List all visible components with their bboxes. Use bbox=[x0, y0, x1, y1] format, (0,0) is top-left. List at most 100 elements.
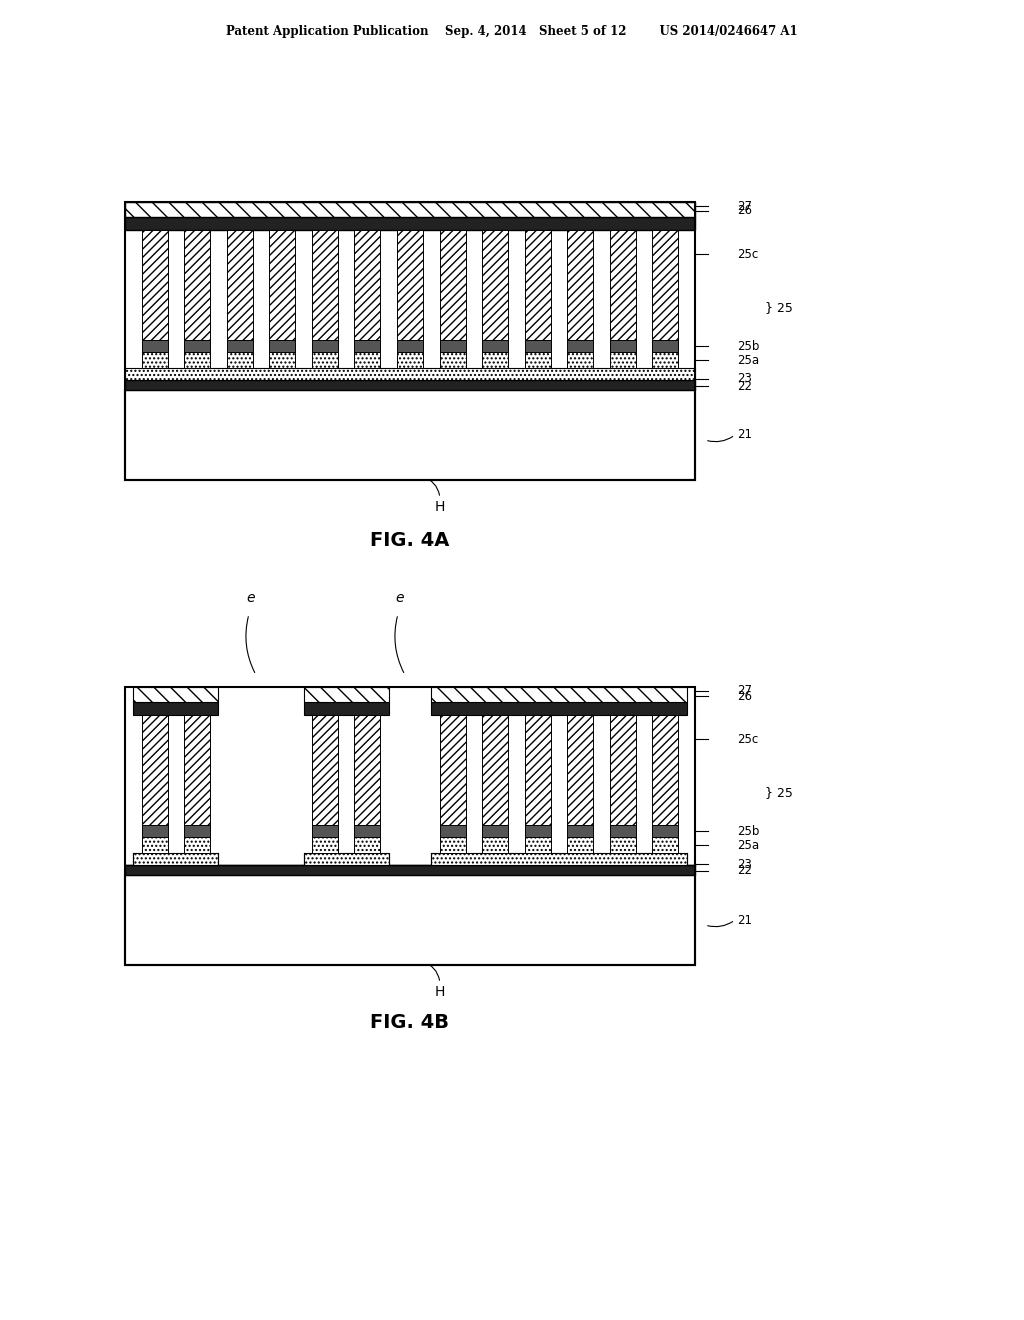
Text: 23: 23 bbox=[737, 858, 752, 870]
Bar bbox=[397, 230, 423, 341]
Bar bbox=[226, 230, 253, 341]
Bar bbox=[269, 230, 295, 341]
Bar bbox=[524, 825, 551, 837]
Text: 25c: 25c bbox=[737, 248, 758, 261]
Bar bbox=[312, 837, 338, 853]
Text: 25a: 25a bbox=[737, 354, 759, 367]
Bar bbox=[354, 230, 381, 341]
Bar bbox=[610, 825, 636, 837]
Bar bbox=[482, 352, 508, 368]
FancyArrowPatch shape bbox=[708, 437, 733, 442]
Bar bbox=[397, 341, 423, 352]
Bar bbox=[567, 230, 593, 341]
Bar bbox=[439, 341, 466, 352]
Text: FIG. 4B: FIG. 4B bbox=[371, 1014, 450, 1032]
Text: FIG. 4A: FIG. 4A bbox=[371, 531, 450, 549]
Bar bbox=[610, 341, 636, 352]
Bar bbox=[133, 853, 218, 865]
Bar bbox=[312, 352, 338, 368]
Bar bbox=[133, 702, 218, 715]
Bar bbox=[439, 715, 466, 825]
Bar bbox=[354, 352, 381, 368]
Bar bbox=[125, 865, 695, 875]
Bar bbox=[482, 230, 508, 341]
Bar bbox=[652, 825, 679, 837]
Bar bbox=[652, 352, 679, 368]
Bar bbox=[567, 341, 593, 352]
Text: e: e bbox=[395, 591, 404, 605]
Bar bbox=[141, 825, 168, 837]
Bar bbox=[524, 837, 551, 853]
Bar bbox=[652, 715, 679, 825]
Text: 21: 21 bbox=[737, 913, 752, 927]
FancyArrowPatch shape bbox=[708, 921, 733, 927]
Bar bbox=[184, 341, 210, 352]
Bar bbox=[141, 341, 168, 352]
Text: 22: 22 bbox=[737, 865, 752, 878]
Bar bbox=[610, 715, 636, 825]
Bar bbox=[184, 837, 210, 853]
Bar bbox=[312, 715, 338, 825]
Bar bbox=[125, 368, 695, 380]
Bar bbox=[652, 837, 679, 853]
Bar bbox=[125, 389, 695, 480]
Bar bbox=[431, 853, 687, 865]
Bar bbox=[431, 702, 687, 715]
Text: 26: 26 bbox=[737, 689, 752, 702]
Bar bbox=[652, 230, 679, 341]
Bar bbox=[567, 352, 593, 368]
Bar bbox=[226, 341, 253, 352]
Bar bbox=[354, 837, 381, 853]
Bar bbox=[567, 825, 593, 837]
Bar bbox=[354, 341, 381, 352]
FancyArrowPatch shape bbox=[423, 962, 439, 981]
Text: 23: 23 bbox=[737, 372, 752, 385]
Bar bbox=[125, 216, 695, 230]
Bar bbox=[141, 715, 168, 825]
Bar bbox=[567, 837, 593, 853]
Bar bbox=[125, 380, 695, 389]
Bar bbox=[431, 686, 687, 702]
Bar bbox=[125, 202, 695, 480]
Bar bbox=[610, 352, 636, 368]
Text: 27: 27 bbox=[737, 685, 752, 697]
Bar bbox=[312, 825, 338, 837]
Text: 25b: 25b bbox=[737, 825, 760, 838]
Bar bbox=[226, 352, 253, 368]
Bar bbox=[184, 230, 210, 341]
Text: 26: 26 bbox=[737, 205, 752, 218]
Text: 27: 27 bbox=[737, 199, 752, 213]
Bar bbox=[184, 715, 210, 825]
Text: e: e bbox=[247, 591, 255, 605]
Bar bbox=[354, 715, 381, 825]
Bar bbox=[184, 352, 210, 368]
Text: 22: 22 bbox=[737, 380, 752, 392]
Text: } 25: } 25 bbox=[765, 785, 793, 799]
Bar bbox=[652, 341, 679, 352]
Bar bbox=[125, 686, 695, 965]
Bar bbox=[125, 202, 695, 216]
Bar bbox=[610, 837, 636, 853]
Bar bbox=[312, 341, 338, 352]
Text: Patent Application Publication    Sep. 4, 2014   Sheet 5 of 12        US 2014/02: Patent Application Publication Sep. 4, 2… bbox=[226, 25, 798, 38]
Bar bbox=[524, 341, 551, 352]
Bar bbox=[524, 230, 551, 341]
Bar bbox=[133, 686, 218, 702]
Bar bbox=[141, 352, 168, 368]
FancyArrowPatch shape bbox=[246, 616, 255, 672]
Bar bbox=[303, 686, 389, 702]
Bar bbox=[303, 853, 389, 865]
Bar bbox=[125, 875, 695, 965]
Bar bbox=[482, 837, 508, 853]
Text: 25c: 25c bbox=[737, 733, 758, 746]
Text: } 25: } 25 bbox=[765, 301, 793, 314]
Bar bbox=[141, 230, 168, 341]
Bar bbox=[524, 352, 551, 368]
Bar bbox=[439, 837, 466, 853]
Bar bbox=[524, 715, 551, 825]
Text: H: H bbox=[435, 985, 445, 999]
Text: H: H bbox=[435, 500, 445, 513]
Bar bbox=[482, 825, 508, 837]
Text: 21: 21 bbox=[737, 429, 752, 441]
Bar bbox=[482, 715, 508, 825]
